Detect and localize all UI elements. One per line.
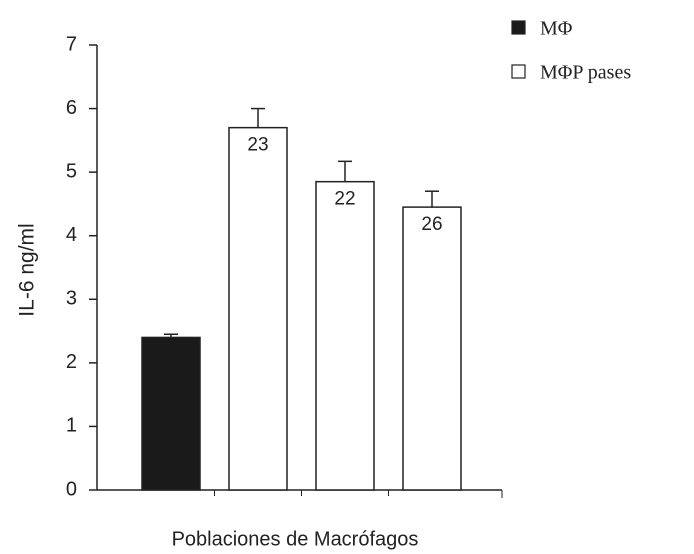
bar [402, 206, 462, 491]
bar [315, 180, 375, 491]
y-tick-label: 3 [66, 288, 77, 310]
legend-label: MΦP pases [540, 62, 631, 84]
y-tick-label: 7 [66, 33, 77, 55]
y-tick-label: 4 [66, 224, 77, 246]
bar-label: 23 [247, 135, 268, 156]
bar [141, 336, 201, 491]
y-axis-label: IL-6 ng/ml [16, 223, 39, 316]
bar-label: 26 [421, 214, 442, 235]
y-tick-label: 6 [66, 97, 77, 119]
legend-swatch [511, 20, 526, 35]
y-tick-label: 0 [66, 478, 77, 500]
y-tick-label: 5 [66, 160, 77, 182]
y-tick-label: 1 [66, 415, 77, 437]
bar [228, 126, 288, 491]
legend-label: MΦ [540, 18, 573, 40]
bar-label: 22 [334, 189, 355, 210]
y-tick-label: 2 [66, 351, 77, 373]
legend-swatch [511, 64, 526, 79]
x-axis-label: Poblaciones de Macrófagos [172, 528, 419, 550]
